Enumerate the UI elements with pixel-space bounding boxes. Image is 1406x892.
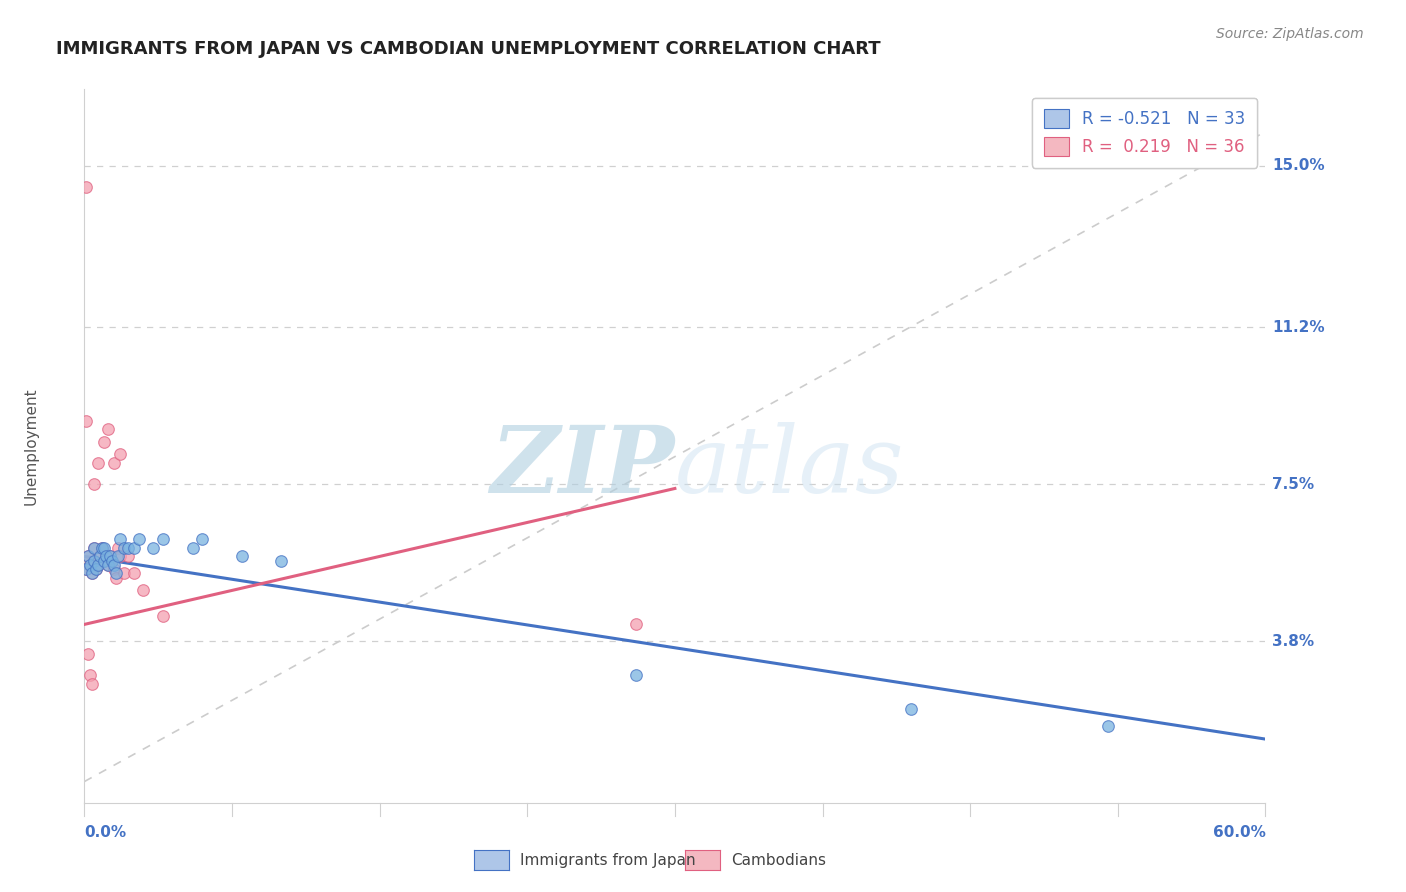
Point bbox=[75, 413, 97, 427]
Text: 11.2%: 11.2% bbox=[1272, 319, 1324, 334]
Point bbox=[181, 541, 204, 555]
Point bbox=[122, 541, 145, 555]
Text: atlas: atlas bbox=[675, 423, 904, 512]
Point bbox=[128, 533, 150, 547]
Point bbox=[122, 566, 145, 581]
Point bbox=[79, 558, 101, 572]
Point bbox=[89, 549, 111, 564]
Point bbox=[93, 541, 115, 555]
Point bbox=[108, 533, 131, 547]
Point bbox=[107, 541, 129, 555]
Point bbox=[117, 541, 139, 555]
Text: ZIP: ZIP bbox=[491, 423, 675, 512]
Point bbox=[93, 434, 115, 449]
Point bbox=[87, 456, 110, 470]
Point bbox=[112, 566, 135, 581]
Point bbox=[83, 541, 105, 555]
Point bbox=[82, 566, 104, 581]
Point bbox=[132, 583, 155, 598]
Text: Cambodians: Cambodians bbox=[731, 854, 827, 868]
Point bbox=[83, 554, 105, 568]
Point bbox=[191, 533, 214, 547]
Point bbox=[98, 549, 121, 564]
Point bbox=[77, 549, 100, 564]
Point bbox=[1097, 719, 1119, 733]
Point bbox=[101, 554, 124, 568]
Point bbox=[83, 477, 105, 491]
Point bbox=[87, 558, 110, 572]
Point bbox=[108, 448, 131, 462]
Point bbox=[82, 677, 104, 691]
Point bbox=[104, 571, 127, 585]
Point bbox=[84, 562, 107, 576]
Point bbox=[97, 558, 120, 572]
Point bbox=[91, 541, 114, 555]
Point bbox=[77, 549, 100, 564]
Text: Source: ZipAtlas.com: Source: ZipAtlas.com bbox=[1216, 27, 1364, 41]
Point bbox=[83, 541, 105, 555]
Text: IMMIGRANTS FROM JAPAN VS CAMBODIAN UNEMPLOYMENT CORRELATION CHART: IMMIGRANTS FROM JAPAN VS CAMBODIAN UNEMP… bbox=[56, 40, 882, 58]
Text: 60.0%: 60.0% bbox=[1212, 825, 1265, 840]
Point bbox=[97, 422, 120, 436]
Point bbox=[98, 549, 121, 564]
Point bbox=[117, 549, 139, 564]
Point bbox=[82, 566, 104, 581]
Point bbox=[624, 617, 647, 632]
Point bbox=[75, 180, 97, 194]
Point bbox=[103, 456, 125, 470]
Point bbox=[94, 549, 117, 564]
Point bbox=[112, 541, 135, 555]
Point bbox=[75, 562, 97, 576]
Point bbox=[103, 562, 125, 576]
Point bbox=[101, 554, 124, 568]
Text: 0.0%: 0.0% bbox=[84, 825, 127, 840]
Point bbox=[79, 558, 101, 572]
Point bbox=[83, 554, 105, 568]
Text: Unemployment: Unemployment bbox=[24, 387, 38, 505]
Point bbox=[142, 541, 165, 555]
Point bbox=[79, 668, 101, 682]
Point bbox=[89, 549, 111, 564]
Point bbox=[87, 558, 110, 572]
Point bbox=[94, 549, 117, 564]
Point bbox=[97, 558, 120, 572]
Point bbox=[91, 541, 114, 555]
Point bbox=[75, 562, 97, 576]
Point bbox=[77, 647, 100, 661]
Text: 15.0%: 15.0% bbox=[1272, 158, 1324, 173]
Text: Immigrants from Japan: Immigrants from Japan bbox=[520, 854, 696, 868]
Point bbox=[104, 566, 127, 581]
Text: 3.8%: 3.8% bbox=[1272, 634, 1315, 648]
Point bbox=[270, 554, 292, 568]
Point bbox=[93, 554, 115, 568]
Point bbox=[900, 702, 922, 716]
Point bbox=[152, 608, 174, 623]
Point bbox=[231, 549, 253, 564]
Point bbox=[108, 549, 131, 564]
Legend: R = -0.521   N = 33, R =  0.219   N = 36: R = -0.521 N = 33, R = 0.219 N = 36 bbox=[1032, 97, 1257, 168]
Point bbox=[624, 668, 647, 682]
Point bbox=[103, 558, 125, 572]
Point bbox=[84, 562, 107, 576]
Point bbox=[152, 533, 174, 547]
Text: 7.5%: 7.5% bbox=[1272, 476, 1315, 491]
Point bbox=[107, 549, 129, 564]
Point bbox=[93, 554, 115, 568]
